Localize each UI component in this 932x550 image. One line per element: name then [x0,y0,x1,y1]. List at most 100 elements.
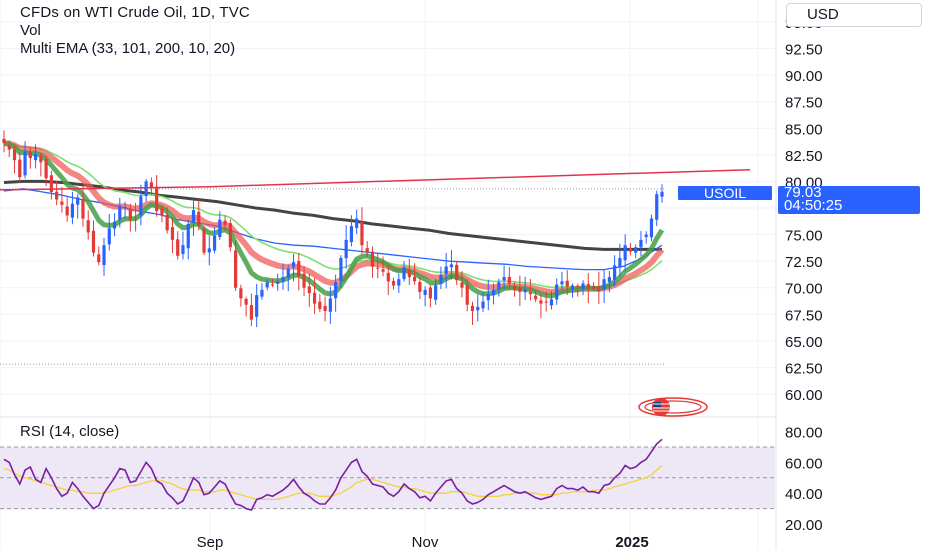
candle-body [2,138,6,144]
ema-200-line [3,179,662,251]
candle-body [476,306,480,311]
candle-body [212,235,217,251]
candle-body [486,294,490,301]
candle-body [265,282,269,288]
rsi-band [0,446,775,510]
candle-body [334,282,338,299]
candle-body [97,254,101,263]
candle-body [576,285,580,287]
candle-body [81,199,85,219]
candle-body [423,289,427,295]
chart-legend: CFDs on WTI Crude Oil, 1D, TVC Vol Multi… [20,4,250,58]
candle-body [91,230,96,253]
ema-33-line [3,142,663,289]
candle-body [460,282,464,288]
candle-body [355,218,359,228]
candle-body [523,289,527,293]
candle-body [386,272,390,282]
candle-body [560,281,564,285]
rsi-tick-label: 20.00 [785,517,823,534]
candle-body [191,210,196,223]
candle-body [407,270,411,278]
candle-body [434,285,438,300]
candle-body [207,248,211,253]
candle-body [65,206,69,216]
rsi-line [3,438,663,512]
candle-body [513,286,517,290]
time-tick-label: 2025 [615,534,648,550]
candle-body [402,267,406,280]
candle-body [465,284,469,305]
candle-body [455,264,459,281]
candle-body [360,221,364,246]
candle-body [581,283,585,290]
candle-body [128,209,132,220]
ema-20-line [3,140,665,296]
candle-body [534,295,538,300]
candle-body [586,283,590,289]
time-axis[interactable]: Sep Nov 2025 [197,534,649,550]
candle-body [144,181,148,196]
candle-body [197,211,201,227]
candle-body [323,305,327,312]
candle-body [86,220,90,233]
candle-body [555,284,559,300]
price-axis[interactable]: 60.0062.5065.0067.5070.0072.5075.0077.50… [775,0,932,550]
candle-body [418,281,422,292]
candle-body [55,191,59,200]
candle-body [7,145,11,150]
price-tick-label: 70.00 [785,281,823,298]
resistance-trendline[interactable] [0,168,751,191]
candle-body [44,159,48,179]
candle-body [602,279,606,290]
price-tick-label: 82.50 [785,148,823,165]
candle-body [649,218,654,238]
candle-body [234,250,238,288]
candle-body [286,268,290,278]
candle-body [223,220,227,225]
candle-body [349,226,354,243]
candle-body [497,282,501,290]
candle-body [249,305,254,320]
candle-body [170,227,175,240]
price-tick-label: 60.00 [785,387,823,404]
candle-body [112,221,117,229]
price-tick-label: 72.50 [785,254,823,271]
candle-body [439,274,443,285]
price-tick-label: 75.00 [785,228,823,245]
axis-background [776,0,932,550]
candle-body [149,182,153,188]
vol-label: Vol [20,22,41,39]
candle-body [518,287,522,292]
rsi-label: RSI (14, close) [20,423,120,440]
candle-body [60,201,64,205]
candle-body [528,292,532,295]
flag-ring [638,397,708,417]
candle-body [312,292,317,304]
currency-selector[interactable]: USD [786,3,922,27]
candle-body [318,301,322,309]
candle-body [76,197,80,205]
candle-body [228,223,232,248]
candle-body [544,301,548,303]
price-tick-label: 85.00 [785,121,823,138]
candles [2,130,664,328]
candle-body [470,305,475,312]
candle-body [444,266,448,275]
candle-body [155,186,159,212]
time-tick-label: Sep [197,534,224,550]
trendline[interactable] [0,168,751,191]
candle-body [176,239,180,256]
candle-body [186,223,190,249]
candle-body [123,206,127,208]
price-tick-label: 67.50 [785,307,823,324]
candle-body [370,251,375,267]
candle-body [449,264,454,268]
candle-body [660,191,664,197]
candle-body [160,208,164,216]
candle-body [491,289,496,296]
price-tick-label: 62.50 [785,360,823,377]
candle-body [539,300,543,304]
candle-body [302,273,306,288]
